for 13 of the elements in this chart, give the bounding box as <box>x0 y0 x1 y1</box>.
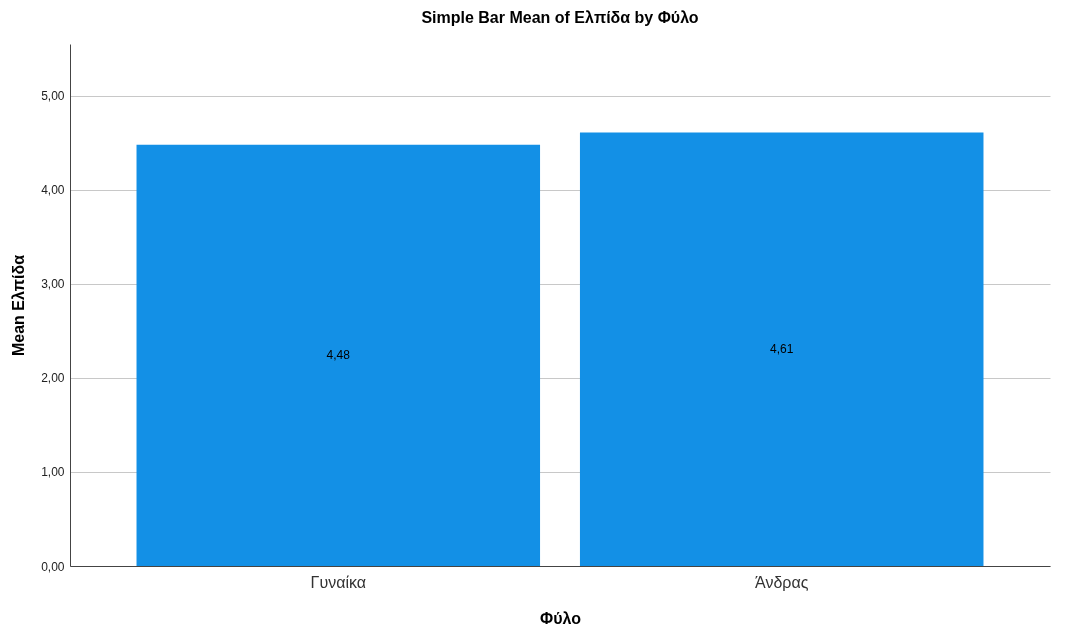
data-label: 4,61 <box>770 342 794 357</box>
y-tick-label: 2,00 <box>41 371 65 386</box>
chart-title: Simple Bar Mean of Ελπίδα by Φύλο <box>421 9 699 26</box>
y-tick-label: 1,00 <box>41 465 65 480</box>
x-tick-label: Άνδρας <box>755 573 809 591</box>
y-tick-label: 5,00 <box>41 89 65 104</box>
x-tick-label: Γυναίκα <box>310 573 366 591</box>
x-axis-title: Φύλο <box>540 609 582 627</box>
y-tick-label: 3,00 <box>41 277 65 292</box>
y-axis-title: Mean Ελπίδα <box>10 254 28 357</box>
y-tick-label: 4,00 <box>41 183 65 198</box>
data-label: 4,48 <box>326 348 351 363</box>
y-tick-label: 0,00 <box>41 559 65 574</box>
